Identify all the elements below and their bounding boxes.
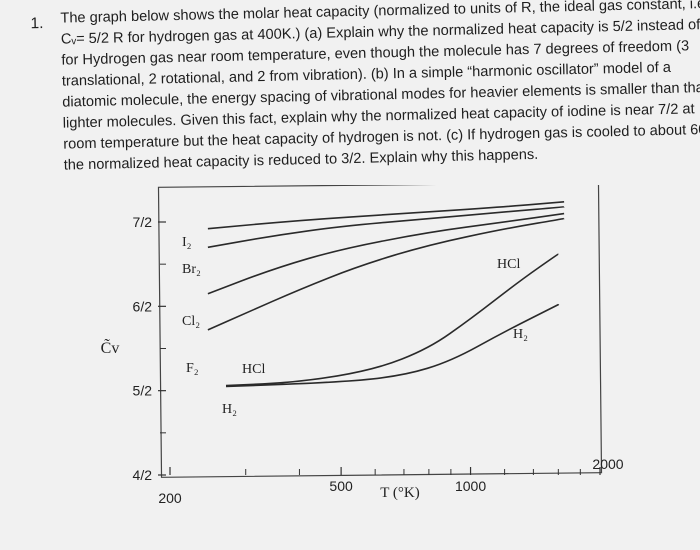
series-label: HCl [497,257,520,272]
x-tick-label: 1000 [455,478,486,494]
x-axis-label: T (°K) [380,485,419,501]
y-tick-label: 4/2 [133,467,153,483]
y-axis-label: C̃v [101,339,120,357]
y-tick-label: 5/2 [133,383,153,399]
series-label: F₂ [186,361,199,376]
series-line [225,303,560,388]
x-tick-label: 500 [329,478,353,494]
plot-frame [157,182,603,478]
series-label: HCl [242,362,265,377]
question-number: 1. [30,15,44,33]
series-line [207,206,565,249]
series-label: Br₂ [182,262,201,277]
series-line [207,201,565,230]
y-tick-label: 6/2 [133,298,153,314]
x-tick-label: 200 [158,490,182,506]
question-text: 1. The graph below shows the molar heat … [0,0,700,200]
heat-capacity-chart: 4/2 5/2 6/2 7/2 200 500 1000 2000 T (°K) C̃v I₂ Br₂… [101,182,624,506]
heat-capacity-figure: 4/2 5/2 6/2 7/2 200 500 1000 2000 T (°K) C̃v I₂ Br₂… [0,182,700,545]
series-label: H₂ [222,402,237,417]
series-line [207,217,565,331]
series-label: I₂ [182,235,192,250]
series-label: H₂ [513,327,528,342]
x-tick-label: 2000 [592,456,623,472]
series-label: Cl₂ [182,314,200,329]
y-tick-label: 7/2 [133,214,153,230]
series-line [207,212,565,295]
series-line [225,253,559,387]
